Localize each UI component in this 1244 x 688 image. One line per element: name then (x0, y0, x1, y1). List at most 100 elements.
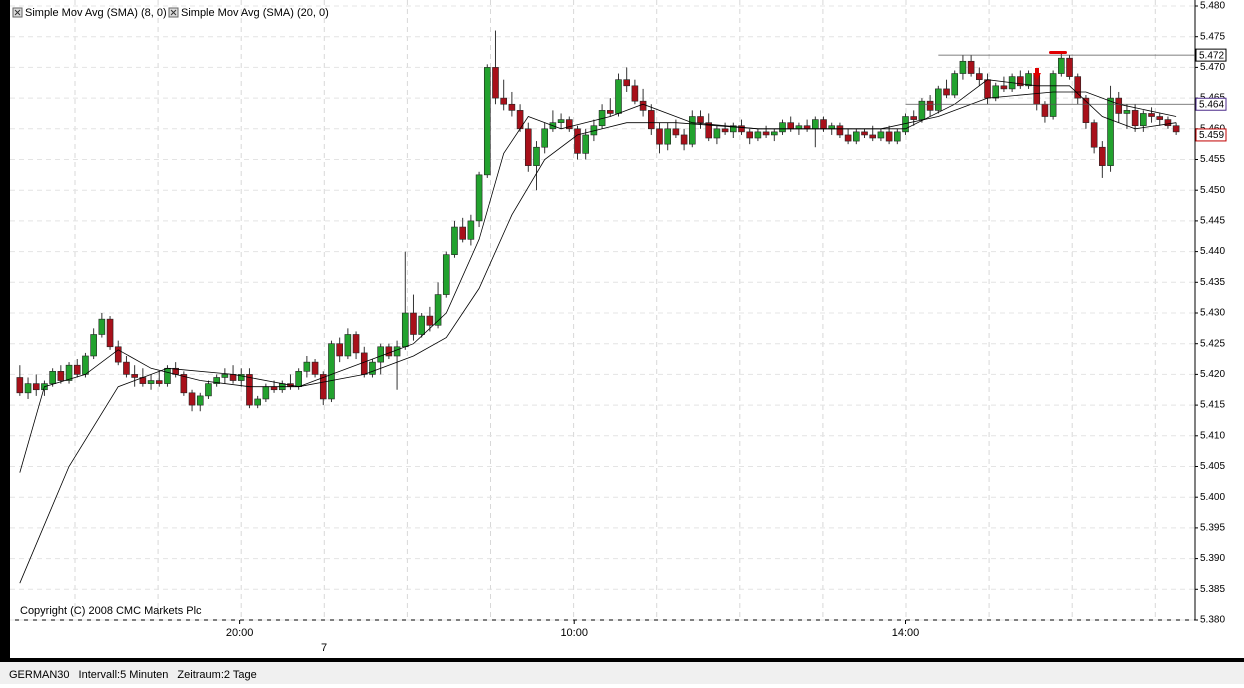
candle-body (1049, 73, 1057, 117)
candle-body (303, 361, 311, 372)
candle-body (147, 380, 155, 384)
candle-body (541, 128, 548, 148)
candle-body (254, 398, 261, 406)
candle-body (1058, 57, 1065, 74)
candle-body (1172, 125, 1180, 133)
candle-body (828, 125, 836, 130)
y-tick-label: 5.405 (1200, 461, 1225, 472)
signal-arrow (1033, 68, 1041, 80)
candle-body (246, 374, 253, 406)
candle-body (926, 100, 934, 111)
candle-body (565, 119, 573, 130)
instrument: GERMAN30 (9, 669, 70, 681)
level-label: 5.472 (1199, 50, 1224, 61)
high-marker (1049, 51, 1067, 54)
candle-body (779, 122, 786, 133)
candle-body (844, 134, 852, 142)
candle-body (713, 128, 721, 139)
candle-body (459, 226, 466, 240)
candle-body (180, 374, 188, 394)
candle-body (434, 294, 442, 326)
candle-body (508, 103, 516, 111)
candle-body (65, 364, 73, 381)
candle-body (1148, 113, 1155, 117)
y-tick-label: 5.430 (1200, 308, 1225, 319)
candle-body (1099, 146, 1106, 166)
legend-toggle-x (14, 9, 21, 16)
candle-body (524, 128, 532, 166)
candle-body (557, 119, 565, 123)
candle-body (918, 100, 926, 120)
level-label: 5.459 (1199, 130, 1224, 141)
y-tick-label: 5.445 (1200, 216, 1225, 227)
y-tick-label: 5.440 (1200, 246, 1225, 257)
candle-body (1140, 113, 1147, 127)
y-tick-label: 5.380 (1200, 615, 1225, 626)
candle-body (32, 383, 40, 391)
candle-body (82, 355, 89, 375)
candle-body (992, 85, 1000, 99)
candle-body (98, 318, 106, 335)
candle-body (57, 371, 65, 381)
candle-body (721, 128, 729, 133)
candle-body (295, 371, 302, 387)
candle-body (49, 371, 56, 384)
y-tick-label: 5.420 (1200, 369, 1225, 380)
copyright: Copyright (C) 2008 CMC Markets Plc (20, 605, 202, 617)
candle-body (1107, 97, 1114, 166)
candle-body (738, 125, 745, 133)
candle-body (894, 131, 901, 142)
y-tick-label: 5.435 (1200, 277, 1225, 288)
candle-body (1025, 73, 1032, 87)
x-tick-label: 14:00 (892, 627, 920, 639)
candle-body (319, 374, 327, 400)
x-tick-label: 20:00 (226, 627, 254, 639)
candle-body (639, 100, 647, 111)
legend-entry: Simple Mov Avg (SMA) (8, 0) (25, 7, 167, 19)
candle-body (812, 119, 819, 130)
candle-body (623, 79, 630, 87)
bottom-edge (0, 658, 1244, 662)
y-tick-label: 5.410 (1200, 430, 1225, 441)
candle-body (270, 386, 278, 391)
candle-body (418, 315, 425, 335)
candle-body (360, 352, 368, 375)
candle-body (500, 97, 507, 105)
candle-body (377, 346, 384, 363)
candle-body (205, 383, 212, 397)
candle-body (155, 380, 163, 384)
candle-body (820, 119, 827, 130)
candle-body (885, 131, 893, 142)
candle-body (164, 367, 171, 384)
y-tick-label: 5.425 (1200, 338, 1225, 349)
candle-body (114, 346, 122, 363)
candle-body (90, 334, 97, 357)
candle-body (574, 128, 581, 154)
candle-body (935, 88, 942, 111)
y-tick-label: 5.470 (1200, 62, 1225, 73)
candle-body (631, 85, 639, 102)
candle-body (1066, 57, 1073, 77)
candle-body (188, 392, 196, 406)
footer: GERMAN30 Intervall:5 Minuten Zeitraum:2 Ta… (0, 662, 1244, 684)
sma-line (19, 79, 1177, 473)
candle-body (237, 374, 245, 381)
candle-body (196, 395, 204, 406)
candle-body (467, 220, 475, 240)
candle-body (910, 116, 918, 120)
candle-body (533, 146, 540, 166)
candle-body (762, 131, 770, 136)
candle-body (1164, 119, 1172, 127)
sma-line (19, 91, 1177, 584)
candle-body (221, 374, 229, 378)
y-tick-label: 5.400 (1200, 492, 1225, 503)
candle-body (1090, 122, 1098, 148)
left-edge (0, 0, 10, 662)
candle-body (1082, 97, 1090, 123)
candle-body (672, 128, 680, 136)
candle-body (393, 346, 401, 357)
candle-body (1115, 97, 1123, 114)
candle-body (795, 125, 803, 130)
candle-body (647, 110, 655, 130)
candle-body (1000, 85, 1008, 90)
